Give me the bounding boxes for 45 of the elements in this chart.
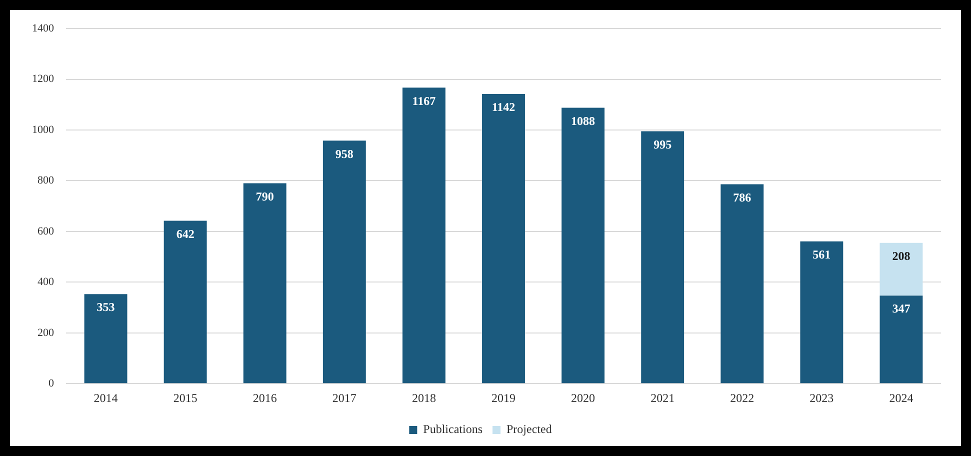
- y-tick-label: 400: [38, 276, 54, 288]
- bar: [482, 94, 525, 384]
- legend-label: Publications: [423, 422, 483, 436]
- bar: [720, 184, 764, 384]
- bar: [322, 140, 366, 384]
- data-label: 353: [96, 300, 115, 314]
- data-label: 642: [176, 226, 194, 241]
- data-label: 786: [733, 190, 752, 204]
- bar: [800, 241, 844, 384]
- data-label: 561: [812, 247, 831, 262]
- y-tick-label: 1200: [32, 73, 54, 86]
- x-tick-label: 2022: [730, 390, 754, 405]
- data-label: 208: [892, 248, 910, 263]
- data-label: 347: [892, 302, 910, 316]
- legend-label: Projected: [506, 422, 552, 436]
- y-tick-label: 0: [48, 377, 54, 390]
- y-tick-label: 1400: [32, 22, 54, 34]
- x-tick-label: 2015: [173, 390, 198, 405]
- x-tick-label: 2014: [94, 390, 118, 405]
- data-label: 790: [256, 189, 274, 204]
- bar: [880, 296, 923, 384]
- data-label: 995: [654, 137, 672, 152]
- bar: [164, 220, 207, 384]
- y-tick-label: 1000: [32, 124, 54, 136]
- bar: [880, 242, 923, 296]
- x-tick-label: 2019: [492, 390, 516, 405]
- y-tick-label: 800: [38, 174, 54, 187]
- x-tick-label: 2021: [650, 390, 675, 405]
- bar: [562, 108, 605, 384]
- data-label: 1088: [571, 114, 596, 128]
- x-tick-label: 2023: [810, 390, 834, 405]
- x-tick-label: 2017: [332, 390, 356, 405]
- x-tick-label: 2024: [889, 390, 914, 405]
- x-tick-label: 2020: [571, 390, 596, 405]
- data-label: 1142: [492, 100, 516, 114]
- bar: [402, 88, 446, 384]
- x-tick-label: 2018: [412, 390, 436, 405]
- x-tick-label: 2016: [252, 390, 277, 405]
- bar: [84, 294, 128, 384]
- data-label: 1167: [412, 94, 436, 108]
- y-tick-label: 200: [38, 326, 54, 339]
- data-label: 958: [335, 146, 354, 161]
- bar: [641, 131, 684, 384]
- y-tick-label: 600: [38, 225, 54, 238]
- bar: [243, 183, 286, 384]
